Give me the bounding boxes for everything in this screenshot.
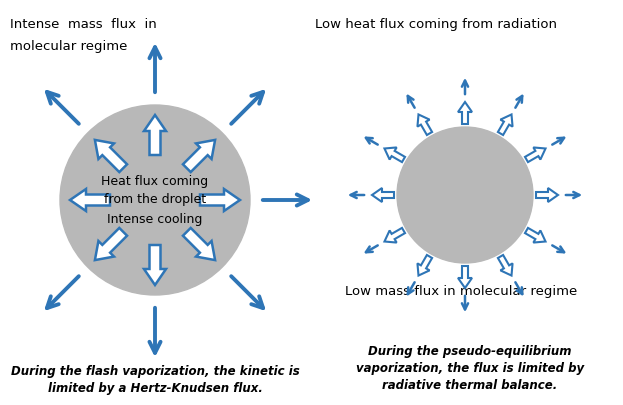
FancyArrow shape (525, 147, 546, 162)
FancyArrow shape (183, 228, 215, 260)
Text: radiative thermal balance.: radiative thermal balance. (383, 379, 558, 392)
FancyArrow shape (417, 115, 432, 135)
Text: vaporization, the flux is limited by: vaporization, the flux is limited by (356, 362, 584, 375)
Text: Low heat flux coming from radiation: Low heat flux coming from radiation (315, 18, 557, 31)
FancyArrow shape (458, 266, 472, 288)
FancyArrow shape (95, 228, 127, 260)
FancyArrow shape (536, 188, 558, 202)
FancyArrow shape (95, 140, 127, 172)
Text: molecular regime: molecular regime (10, 40, 127, 53)
FancyArrow shape (183, 140, 215, 172)
Text: Low mass flux in molecular regime: Low mass flux in molecular regime (345, 285, 578, 298)
FancyArrow shape (384, 228, 405, 243)
FancyArrow shape (144, 245, 166, 285)
Text: limited by a Hertz-Knudsen flux.: limited by a Hertz-Knudsen flux. (47, 382, 262, 395)
FancyArrow shape (384, 147, 405, 162)
FancyArrow shape (417, 255, 432, 275)
FancyArrow shape (144, 115, 166, 155)
Text: During the flash vaporization, the kinetic is: During the flash vaporization, the kinet… (11, 365, 300, 378)
Text: During the pseudo-equilibrium: During the pseudo-equilibrium (368, 345, 572, 358)
FancyArrow shape (70, 189, 110, 211)
Circle shape (60, 105, 250, 295)
FancyArrow shape (498, 255, 513, 275)
FancyArrow shape (200, 189, 240, 211)
Text: Intense  mass  flux  in: Intense mass flux in (10, 18, 157, 31)
FancyArrow shape (458, 102, 472, 124)
FancyArrow shape (372, 188, 394, 202)
Text: Heat flux coming
from the droplet
Intense cooling: Heat flux coming from the droplet Intens… (102, 175, 209, 226)
Circle shape (397, 127, 533, 263)
FancyArrow shape (525, 228, 546, 243)
FancyArrow shape (498, 115, 513, 135)
